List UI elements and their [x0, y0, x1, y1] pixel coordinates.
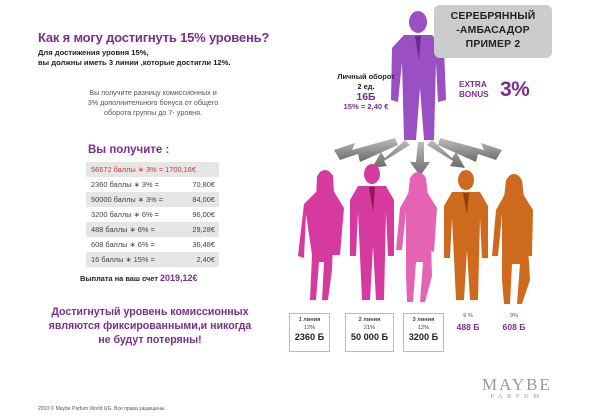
calc-value: 29,28€ — [192, 225, 215, 234]
calc-expression: 608 баллы ∗ 6% = — [91, 240, 155, 249]
extra-line-percent: 9% — [509, 313, 519, 319]
extra-bonus-label: EXTRA BONUS — [459, 80, 489, 100]
line-points: 50 000 Б — [350, 332, 389, 342]
receive-title: Вы получите : — [88, 144, 170, 156]
man-figure-2 — [350, 164, 394, 300]
calc-row: 50000 баллы ∗ 3% = 84,00€ — [86, 192, 219, 207]
calc-expression: 16 баллы ∗ 15% = — [91, 255, 155, 264]
calc-expression: 50000 баллы ∗ 3% = — [91, 195, 164, 204]
woman-figure-3 — [396, 172, 437, 302]
calc-row: 488 баллы ∗ 6% = 29,28€ — [86, 222, 219, 237]
extra-line-2: 9% 608 Б — [496, 313, 532, 332]
line-points: 3200 Б — [408, 332, 439, 342]
personal-points: 16Б — [356, 91, 376, 103]
calc-value: 36,48€ — [192, 240, 215, 249]
calc-value: 96,00€ — [192, 210, 215, 219]
line-name: 1 линия — [298, 317, 321, 323]
personal-label-1: Личный оборот — [337, 72, 395, 81]
calc-row: 56672 баллы ∗ 3% = 1700,16€ — [86, 162, 219, 177]
extra-line-1: 9 % 488 Б — [450, 313, 486, 332]
calc-expression: 56672 баллы ∗ 3% = 1700,16€ — [91, 165, 196, 174]
logo-sub: PARFUM — [490, 393, 544, 400]
woman-figure-1 — [298, 170, 344, 300]
man-figure-4 — [444, 170, 488, 300]
calc-row: 608 баллы ∗ 6% = 36,48€ — [86, 237, 219, 252]
logo-brand: MAYBE — [482, 375, 552, 394]
line-percent: 12% — [303, 325, 316, 331]
line-percent: 12% — [417, 325, 430, 331]
woman-figure-5 — [492, 174, 533, 304]
statement-line-3: не будут потеряны! — [98, 334, 202, 346]
line-name: 2 линия — [358, 317, 381, 323]
payout-line: Выплата на ваш счет 2019,12€ — [80, 273, 198, 283]
extra-line-points: 608 Б — [502, 322, 526, 332]
line-box-2: 2 линия 21% 50 000 Б — [345, 313, 394, 352]
intro-line-2: вы должны иметь 3 линии ,которые достигл… — [38, 58, 231, 67]
statement-text: Достигнутый уровень комиссионных являютс… — [30, 305, 270, 347]
brand-logo: MAYBE PARFUM — [482, 375, 552, 400]
personal-turnover: Личный оборот 2 ед. 16Б 15% = 2,40 € — [328, 72, 404, 112]
intro-line-1: Для достижения уровня 15%, — [38, 48, 149, 57]
line-name: 3 линия — [412, 317, 435, 323]
statement-line-2: являются фиксированными,и никогда — [48, 320, 252, 332]
badge-line-1: СЕРЕБРЯННЫЙ — [450, 11, 536, 22]
description-line-1: Вы получите разницу комиссионных и — [89, 88, 217, 97]
personal-equation: 15% = 2,40 € — [343, 102, 389, 111]
payout-label: Выплата на ваш счет — [80, 274, 158, 283]
calc-value: 2,40€ — [196, 255, 216, 264]
calculation-table: 56672 баллы ∗ 3% = 1700,16€ 2360 баллы ∗… — [86, 162, 219, 267]
intro-text: Для достижения уровня 15%, вы должны име… — [38, 48, 288, 68]
distribution-arrows — [334, 138, 502, 176]
line-points: 2360 Б — [294, 332, 325, 342]
calc-value: 84,00€ — [192, 195, 215, 204]
calc-row: 2360 баллы ∗ 3% = 70,80€ — [86, 177, 219, 192]
personal-label-2: 2 ед. — [357, 82, 375, 91]
badge-line-2: -АМБАСАДОР — [456, 25, 530, 36]
center-figure — [391, 11, 446, 140]
headline: Как я могу достигнуть 15% уровень? — [38, 30, 270, 45]
calc-row: 3200 баллы ∗ 6% = 96,00€ — [86, 207, 219, 222]
calc-row: 16 баллы ∗ 15% = 2,40€ — [86, 252, 219, 267]
calc-expression: 3200 баллы ∗ 6% = — [91, 210, 159, 219]
calc-expression: 2360 баллы ∗ 3% = — [91, 180, 159, 189]
rank-badge: СЕРЕБРЯННЫЙ -АМБАСАДОР ПРИМЕР 2 — [434, 5, 552, 58]
calc-expression: 488 баллы ∗ 6% = — [91, 225, 155, 234]
extra-bonus-line-2: BONUS — [459, 90, 489, 99]
extra-bonus-line-1: EXTRA — [459, 80, 487, 89]
statement-line-1: Достигнутый уровень комиссионных — [51, 306, 249, 318]
copyright: 2010 © Maybe Parfum World UG. Все права … — [38, 406, 166, 412]
badge-line-3: ПРИМЕР 2 — [465, 39, 521, 50]
calc-value: 70,80€ — [192, 180, 215, 189]
line-box-3: 3 линия 12% 3200 Б — [403, 313, 444, 352]
description-text: Вы получите разницу комиссионных и 3% до… — [68, 88, 238, 118]
description-line-3: оборота группы до 7- уровня. — [104, 108, 202, 117]
line-percent: 21% — [363, 325, 376, 331]
extra-bonus-percent: 3% — [500, 78, 530, 101]
description-line-2: 3% дополнительного бонуса от общего — [87, 98, 219, 107]
extra-line-points: 488 Б — [456, 322, 480, 332]
extra-line-percent: 9 % — [463, 313, 473, 319]
payout-amount: 2019,12€ — [160, 273, 198, 283]
line-box-1: 1 линия 12% 2360 Б — [289, 313, 330, 352]
